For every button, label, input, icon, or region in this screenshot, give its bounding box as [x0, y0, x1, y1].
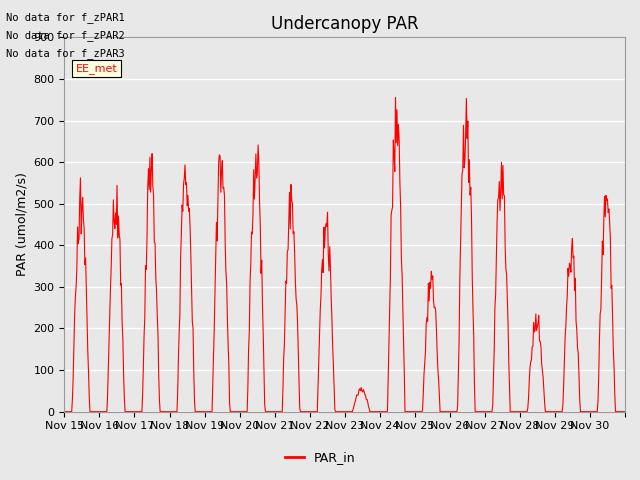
Text: No data for f_zPAR3: No data for f_zPAR3 [6, 48, 125, 60]
Y-axis label: PAR (umol/m2/s): PAR (umol/m2/s) [15, 173, 28, 276]
Title: Undercanopy PAR: Undercanopy PAR [271, 15, 419, 33]
Text: No data for f_zPAR1: No data for f_zPAR1 [6, 12, 125, 23]
Text: No data for f_zPAR2: No data for f_zPAR2 [6, 30, 125, 41]
Legend: PAR_in: PAR_in [280, 446, 360, 469]
Text: EE_met: EE_met [76, 63, 117, 74]
